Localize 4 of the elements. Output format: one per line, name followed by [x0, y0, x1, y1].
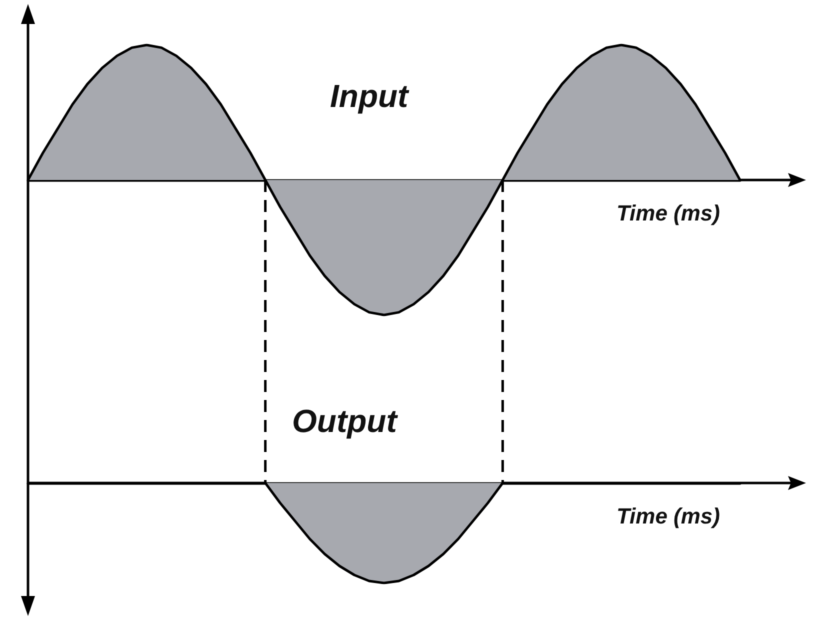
x-axis-title: Time (ms) [616, 200, 720, 226]
text: Output [292, 403, 398, 439]
x-axis-title: Time (ms) [616, 504, 720, 528]
annotation: Input [330, 78, 410, 114]
